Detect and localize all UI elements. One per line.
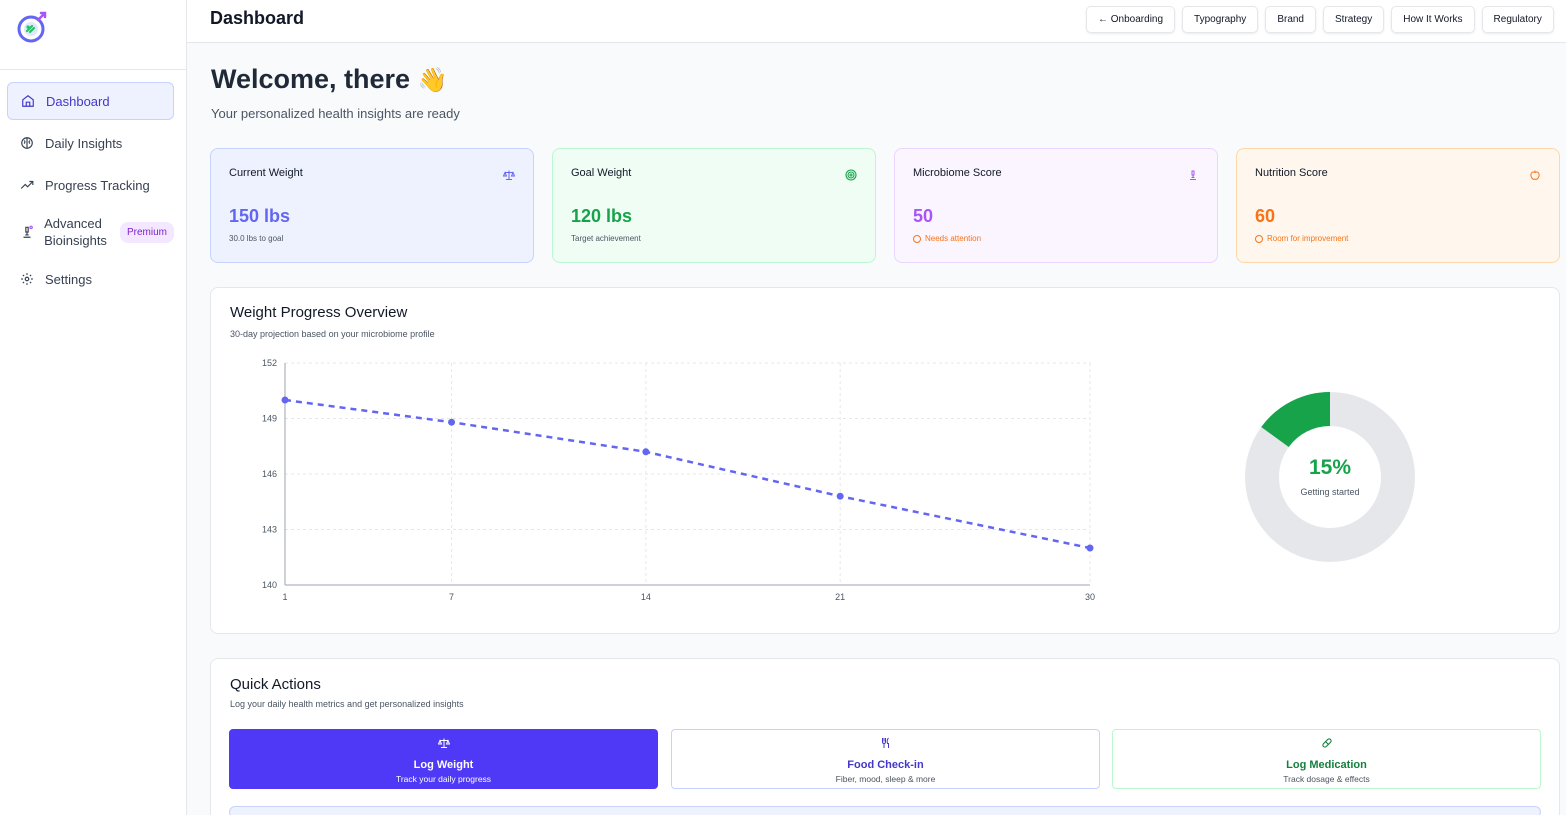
nav-link-typography[interactable]: Typography — [1182, 6, 1259, 33]
pill-icon — [1321, 736, 1333, 748]
sidebar-item-dashboard[interactable]: Dashboard — [7, 82, 174, 120]
stat-label: Goal Weight — [571, 167, 632, 179]
sidebar-item-progress-tracking[interactable]: Progress Tracking — [7, 166, 174, 204]
nav-link-brand[interactable]: Brand — [1265, 6, 1316, 33]
stat-label: Nutrition Score — [1255, 167, 1328, 179]
stat-card-microbiome-score: Microbiome Score 50 Needs attention — [894, 148, 1218, 263]
sidebar-item-settings[interactable]: Settings — [7, 260, 174, 298]
bottom-panel-edge — [229, 806, 1541, 815]
top-bar: Dashboard ← Onboarding Typography Brand … — [187, 0, 1566, 43]
top-nav-links: ← Onboarding Typography Brand Strategy H… — [1086, 6, 1561, 33]
action-title: Log Medication — [1286, 759, 1367, 771]
scale-icon — [437, 736, 450, 748]
sidebar-item-label: Daily Insights — [45, 135, 123, 151]
donut-progress-arc — [1261, 392, 1331, 448]
stat-card-current-weight: Current Weight 150 lbs 30.0 lbs to goal — [210, 148, 534, 263]
target-icon — [1255, 234, 1263, 243]
stat-value: 50 — [913, 206, 934, 226]
apple-icon — [1529, 168, 1541, 180]
sidebar-item-advanced-bioinsights[interactable]: Advanced Bioinsights Premium — [7, 208, 174, 256]
welcome-heading: Welcome, there 👋 — [211, 64, 447, 95]
trending-up-icon — [19, 177, 35, 193]
welcome-title: Welcome, there — [211, 64, 411, 94]
sidebar-nav: Dashboard Daily Insights Progress Tracki… — [7, 82, 174, 302]
sidebar-item-label: Advanced Bioinsights — [44, 216, 107, 248]
page-title: Dashboard — [210, 8, 305, 28]
stat-value: 60 — [1255, 206, 1276, 226]
sidebar: Dashboard Daily Insights Progress Tracki… — [0, 0, 187, 815]
stat-value: 150 lbs — [229, 206, 291, 226]
microscope-icon — [1187, 168, 1199, 180]
stat-note-text: Room for improvement — [1267, 234, 1349, 243]
sidebar-item-label: Dashboard — [46, 93, 110, 109]
action-subtitle: Fiber, mood, sleep & more — [835, 774, 936, 784]
quick-actions-subtitle: Log your daily health metrics and get pe… — [230, 699, 464, 709]
stat-label: Microbiome Score — [913, 167, 1002, 179]
log-weight-button[interactable]: Log Weight Track your daily progress — [229, 729, 658, 789]
sidebar-divider — [0, 69, 186, 70]
target-icon — [845, 168, 857, 181]
stat-value: 120 lbs — [571, 206, 633, 226]
weight-card-title: Weight Progress Overview — [230, 304, 408, 321]
action-subtitle: Track your daily progress — [395, 774, 492, 784]
action-title: Log Weight — [413, 759, 474, 771]
stat-card-nutrition-score: Nutrition Score 60 Room for improvement — [1236, 148, 1560, 263]
stat-note: 30.0 lbs to goal — [229, 234, 284, 243]
stat-card-goal-weight: Goal Weight 120 lbs Target achievement — [552, 148, 876, 263]
quick-actions-title: Quick Actions — [230, 676, 321, 693]
nav-link-how-it-works[interactable]: How It Works — [1391, 6, 1475, 33]
waving-hand-emoji: 👋 — [417, 67, 448, 94]
action-subtitle: Track dosage & effects — [1283, 774, 1370, 784]
utensils-icon — [880, 736, 892, 748]
stat-note: Needs attention — [913, 234, 981, 243]
progress-percent: 15% — [1308, 456, 1352, 479]
log-medication-button[interactable]: Log Medication Track dosage & effects — [1112, 729, 1541, 789]
stat-note: Room for improvement — [1255, 234, 1348, 243]
nav-link-regulatory[interactable]: Regulatory — [1481, 6, 1554, 33]
welcome-subtitle: Your personalized health insights are re… — [211, 106, 460, 121]
action-title: Food Check-in — [847, 759, 924, 771]
alert-circle-icon — [913, 234, 921, 243]
premium-badge: Premium — [119, 221, 174, 243]
weight-card-subtitle: 30-day projection based on your microbio… — [230, 329, 435, 339]
stat-label: Current Weight — [229, 167, 303, 179]
brain-icon — [19, 135, 35, 151]
nav-link-strategy[interactable]: Strategy — [1323, 6, 1385, 33]
nav-link-onboarding[interactable]: ← Onboarding — [1086, 6, 1176, 33]
sidebar-item-daily-insights[interactable]: Daily Insights — [7, 124, 174, 162]
sidebar-item-label: Settings — [45, 271, 92, 287]
stat-note: Target achievement — [571, 234, 641, 243]
microscope-icon — [19, 224, 34, 240]
progress-caption: Getting started — [1300, 487, 1360, 497]
progress-donut — [1245, 392, 1415, 562]
scale-icon — [502, 168, 516, 180]
stat-note-text: Needs attention — [925, 234, 982, 243]
sidebar-item-label: Progress Tracking — [45, 177, 150, 193]
home-icon — [20, 93, 36, 109]
gear-icon — [19, 271, 35, 287]
food-check-in-button[interactable]: Food Check-in Fiber, mood, sleep & more — [671, 729, 1100, 789]
app-logo[interactable] — [14, 10, 50, 46]
